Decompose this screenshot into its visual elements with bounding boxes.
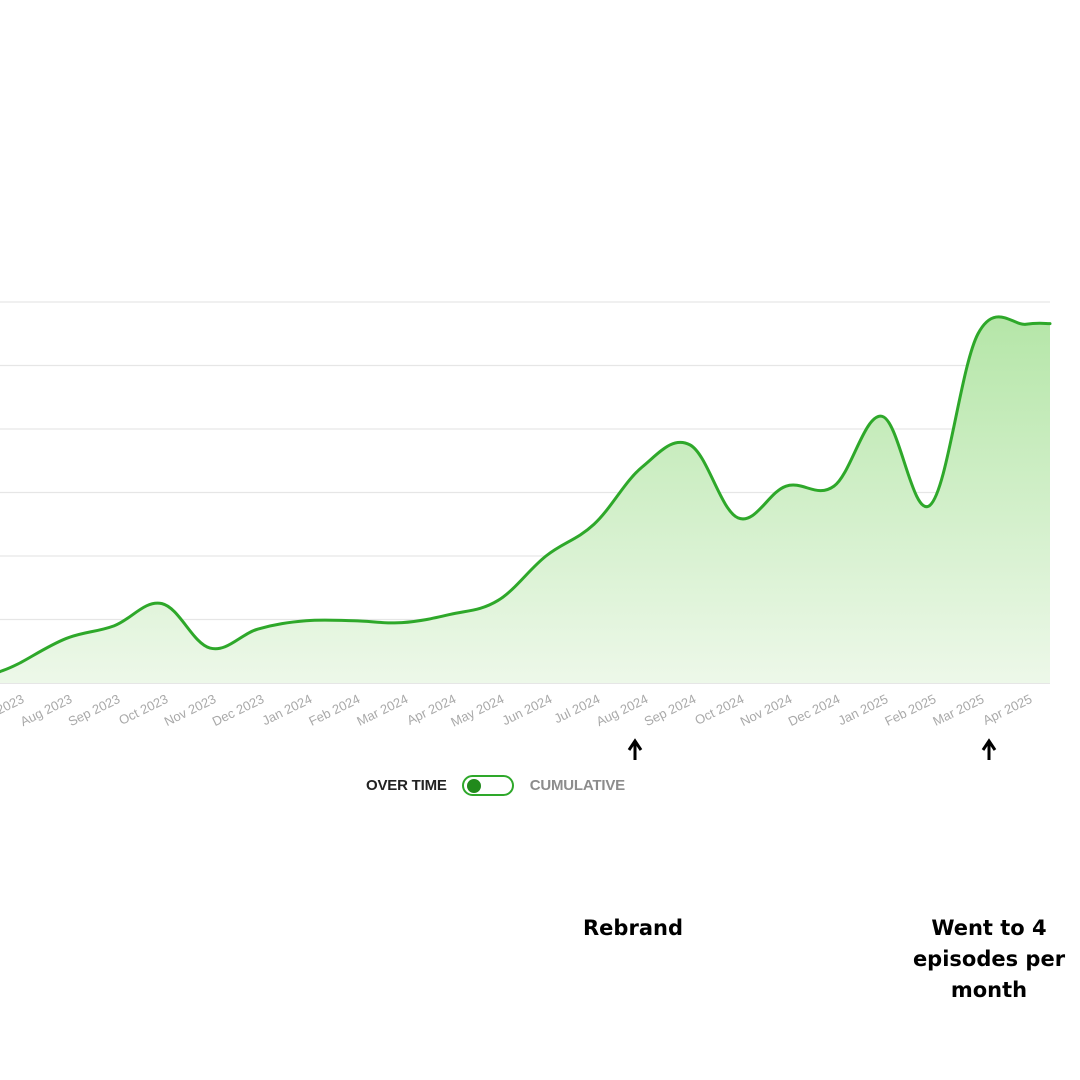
x-tick-label: Feb 2024 bbox=[306, 691, 362, 729]
x-tick-label: Jun 2024 bbox=[500, 691, 555, 728]
view-toggle: OVER TIME CUMULATIVE bbox=[366, 772, 625, 798]
x-tick-label: Apr 2025 bbox=[980, 691, 1034, 728]
x-tick-label: Mar 2025 bbox=[930, 691, 986, 729]
annotation-arrow-episodes bbox=[981, 738, 997, 760]
toggle-label-over-time[interactable]: OVER TIME bbox=[366, 776, 447, 794]
x-tick-label: Nov 2024 bbox=[738, 691, 795, 729]
x-tick-label: Dec 2023 bbox=[210, 691, 267, 729]
x-tick-label: Oct 2023 bbox=[116, 691, 170, 728]
toggle-knob bbox=[466, 778, 481, 793]
annotation-arrow-rebrand bbox=[627, 738, 643, 760]
x-tick-label: Feb 2025 bbox=[882, 691, 938, 729]
x-tick-label: Mar 2024 bbox=[354, 691, 410, 729]
view-toggle-switch[interactable] bbox=[461, 774, 514, 796]
series-line bbox=[0, 315, 1052, 674]
area-fill bbox=[0, 316, 1050, 683]
x-tick-label: Apr 2024 bbox=[404, 691, 458, 728]
x-tick-label: Nov 2023 bbox=[162, 691, 219, 729]
annotation-rebrand: Rebrand bbox=[583, 916, 683, 940]
x-tick-label: Jan 2025 bbox=[836, 691, 891, 728]
toggle-label-cumulative[interactable]: CUMULATIVE bbox=[529, 776, 625, 794]
x-tick-label: Dec 2024 bbox=[786, 691, 843, 729]
annotation-episodes: Went to 4 episodes per month bbox=[912, 916, 1066, 1002]
x-tick-label: Jul 2024 bbox=[552, 691, 603, 726]
annotation-arrows bbox=[627, 738, 997, 760]
x-tick-label: Aug 2024 bbox=[594, 691, 651, 729]
x-tick-label: Jan 2024 bbox=[260, 691, 315, 728]
x-tick-label: May 2024 bbox=[448, 691, 506, 730]
x-tick-label: Sep 2023 bbox=[66, 691, 123, 729]
x-tick-label: Aug 2023 bbox=[18, 691, 75, 729]
x-tick-label: Sep 2024 bbox=[642, 691, 699, 729]
x-tick-label: Oct 2024 bbox=[692, 691, 746, 728]
